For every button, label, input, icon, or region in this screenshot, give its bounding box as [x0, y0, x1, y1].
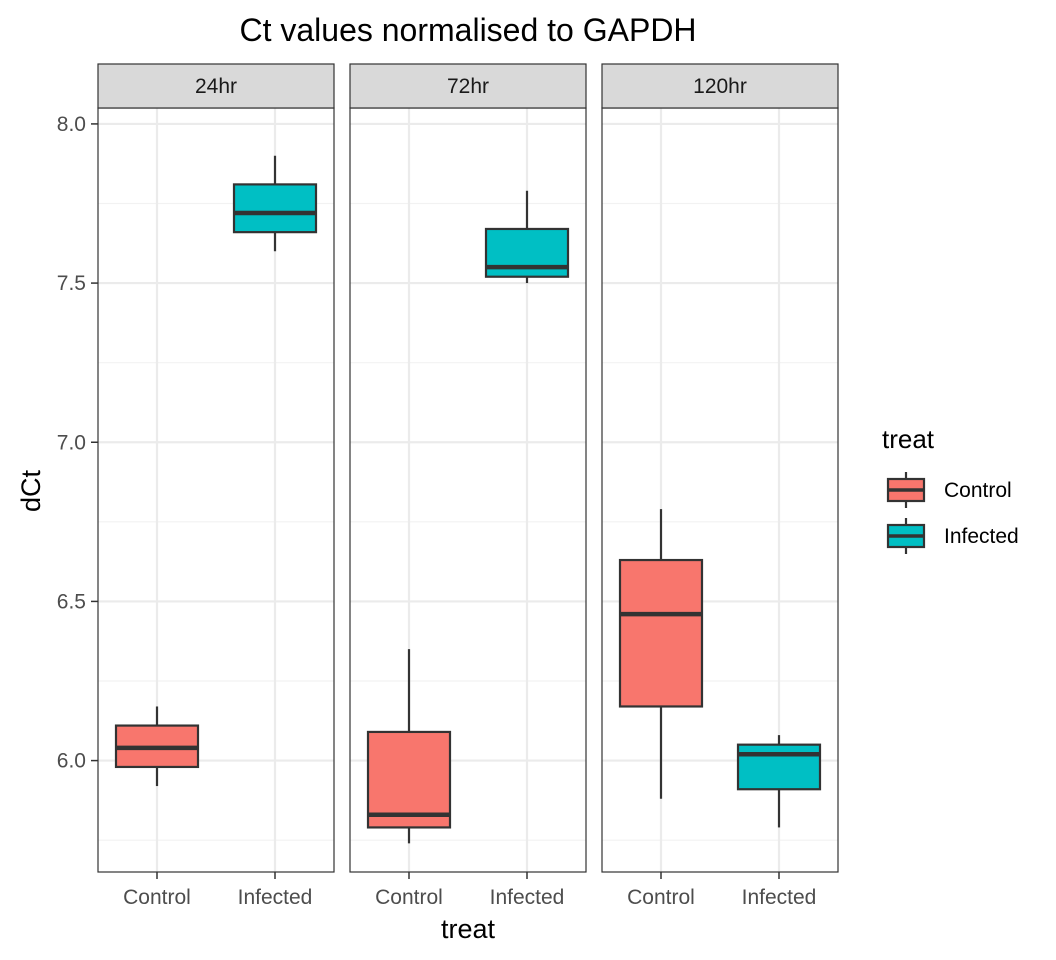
y-tick-label: 7.0 [57, 431, 86, 454]
box-120hr-control [618, 509, 704, 799]
legend-entry-control: Control [886, 472, 1012, 508]
x-axis-title: treat [441, 914, 496, 944]
strip-label-72hr: 72hr [447, 75, 489, 98]
strip-background [349, 63, 587, 109]
facet-panel-24hr: 24hr Control Infected [97, 63, 335, 909]
box-24hr-control [114, 706, 200, 787]
legend-label: Control [944, 479, 1012, 502]
legend-title: treat [882, 424, 935, 454]
strip-label-120hr: 120hr [693, 75, 747, 98]
box-72hr-control [366, 649, 452, 844]
box-iqr [736, 743, 822, 791]
box-iqr [618, 558, 704, 708]
y-axis: 6.0 6.5 7.0 7.5 8.0 [57, 113, 98, 773]
strip-label-24hr: 24hr [195, 75, 237, 98]
facet-panel-120hr: 120hr Control Infected [601, 63, 839, 909]
box-iqr [366, 730, 452, 829]
x-tick-label: Control [123, 886, 191, 909]
y-tick-label: 6.0 [57, 750, 86, 773]
strip-background [97, 63, 335, 109]
y-tick-label: 7.5 [57, 272, 86, 295]
facet-panel-72hr: 72hr Control Infected [349, 63, 587, 909]
legend-entry-infected: Infected [886, 518, 1019, 554]
y-tick-label: 6.5 [57, 590, 86, 613]
legend: treat Control Infected [882, 424, 1019, 554]
y-axis-title: dCt [16, 470, 46, 513]
legend-label: Infected [944, 525, 1019, 548]
x-tick-label: Infected [742, 886, 817, 909]
x-tick-label: Control [375, 886, 443, 909]
y-tick-label: 8.0 [57, 113, 86, 136]
box-iqr [232, 183, 318, 234]
box-72hr-infected [484, 190, 570, 284]
strip-background [601, 63, 839, 109]
chart-title: Ct values normalised to GAPDH [239, 12, 696, 48]
box-120hr-infected [736, 735, 822, 828]
x-tick-label: Infected [490, 886, 565, 909]
x-tick-label: Control [627, 886, 695, 909]
box-iqr [484, 227, 570, 278]
box-24hr-infected [232, 155, 318, 252]
x-tick-label: Infected [238, 886, 313, 909]
